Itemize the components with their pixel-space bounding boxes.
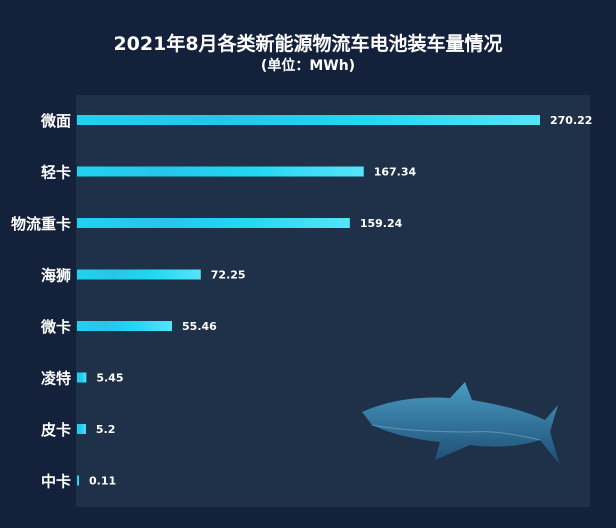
value-label: 167.34 — [374, 166, 417, 179]
bar — [77, 166, 364, 177]
bar — [77, 475, 79, 486]
bar — [77, 269, 201, 280]
chart-title: 2021年8月各类新能源物流车电池装车量情况 — [113, 33, 503, 55]
value-label: 55.46 — [182, 320, 217, 333]
value-label: 0.11 — [89, 475, 116, 488]
value-label: 270.22 — [550, 114, 592, 127]
bar — [77, 372, 87, 383]
bar — [77, 115, 540, 125]
category-label: 微面 — [40, 112, 71, 130]
category-label: 物流重卡 — [11, 215, 71, 233]
category-label: 皮卡 — [41, 421, 71, 439]
bar — [77, 218, 350, 228]
category-label: 轻卡 — [41, 164, 71, 182]
category-label: 海狮 — [41, 267, 71, 285]
category-label: 微卡 — [40, 318, 71, 336]
bar — [77, 321, 173, 331]
value-label: 72.25 — [211, 269, 246, 282]
value-label: 5.2 — [96, 423, 116, 436]
value-label: 159.24 — [360, 217, 403, 230]
chart-subtitle: (单位：MWh) — [260, 58, 356, 74]
category-label: 凌特 — [41, 370, 71, 388]
shark-illustration-icon — [362, 382, 560, 465]
bar — [77, 424, 86, 434]
category-label: 中卡 — [41, 473, 71, 491]
value-label: 5.45 — [96, 372, 123, 385]
